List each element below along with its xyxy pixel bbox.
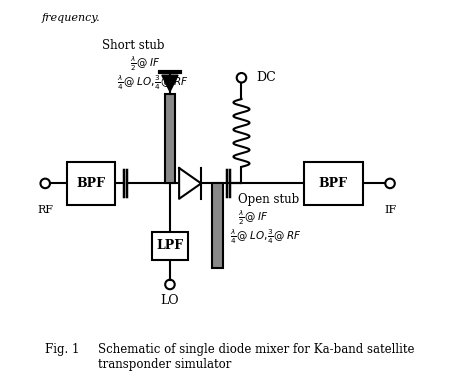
Text: BPF: BPF xyxy=(319,177,348,190)
Text: frequency.: frequency. xyxy=(42,13,100,23)
Bar xyxy=(212,183,223,268)
Text: LO: LO xyxy=(161,294,179,307)
Text: DC: DC xyxy=(256,71,276,84)
Bar xyxy=(165,94,175,183)
Text: $\frac{\lambda}{2}$@ $\it{IF}$: $\frac{\lambda}{2}$@ $\it{IF}$ xyxy=(129,55,161,73)
Bar xyxy=(304,162,363,205)
Text: LPF: LPF xyxy=(156,239,183,252)
Text: Short stub: Short stub xyxy=(102,39,164,52)
Text: Fig. 1: Fig. 1 xyxy=(45,343,80,356)
Text: Open stub: Open stub xyxy=(238,193,299,206)
Text: $\frac{\lambda}{4}$@ $\it{LO}$,$\frac{3}{4}$@ $\it{RF}$: $\frac{\lambda}{4}$@ $\it{LO}$,$\frac{3}… xyxy=(117,73,189,92)
Bar xyxy=(152,232,188,259)
Text: IF: IF xyxy=(384,205,396,215)
Text: Schematic of single diode mixer for Ka-band satellite
transponder simulator: Schematic of single diode mixer for Ka-b… xyxy=(99,343,415,371)
Text: BPF: BPF xyxy=(77,177,106,190)
Text: $\frac{\lambda}{4}$@ $\it{LO}$,$\frac{3}{4}$@ $\it{RF}$: $\frac{\lambda}{4}$@ $\it{LO}$,$\frac{3}… xyxy=(230,227,302,246)
Text: $\frac{\lambda}{2}$@ $\it{IF}$: $\frac{\lambda}{2}$@ $\it{IF}$ xyxy=(238,209,269,227)
Text: RF: RF xyxy=(37,205,53,215)
Polygon shape xyxy=(162,75,178,92)
Polygon shape xyxy=(179,168,201,199)
Bar xyxy=(67,162,115,205)
